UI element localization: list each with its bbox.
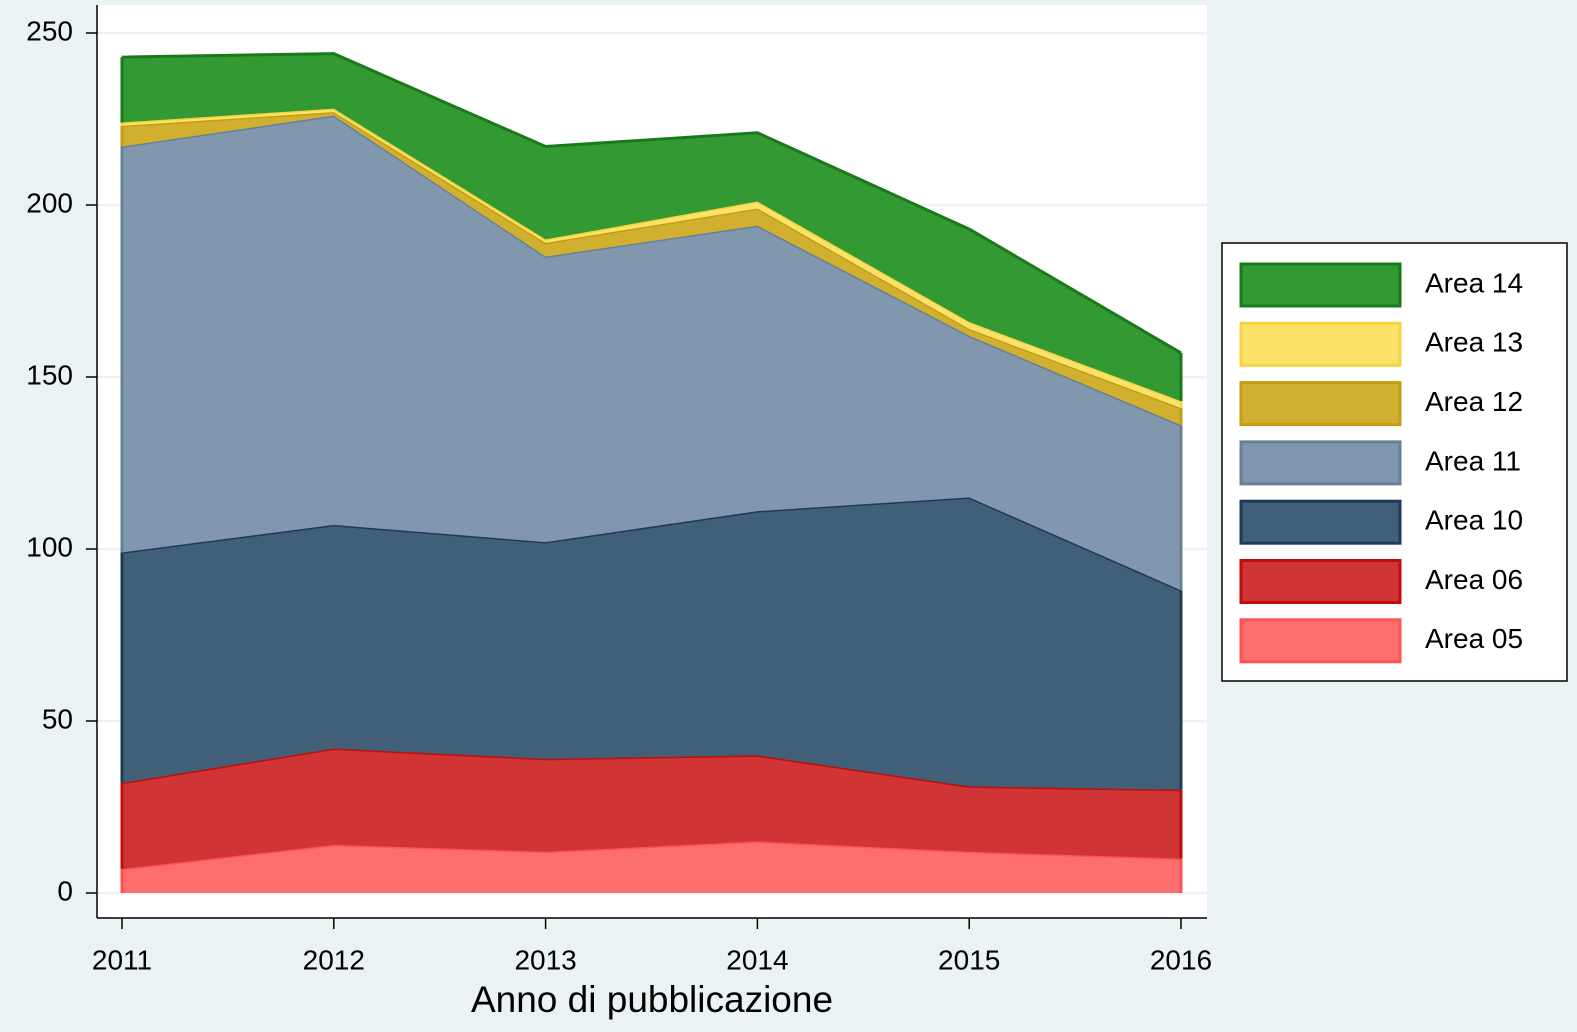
y-tick-label: 200 xyxy=(26,187,73,218)
y-tick-label: 0 xyxy=(57,875,73,906)
area xyxy=(122,53,1181,402)
legend-label: Area 12 xyxy=(1425,386,1523,417)
area xyxy=(122,115,1181,591)
area-edge xyxy=(121,495,1182,592)
area xyxy=(122,841,1181,893)
y-tick-label: 150 xyxy=(26,359,73,390)
legend-swatch xyxy=(1239,381,1402,427)
x-tick-label: 2015 xyxy=(938,944,1000,975)
x-tick-label: 2012 xyxy=(303,944,365,975)
legend-label: Area 06 xyxy=(1425,564,1523,595)
x-tick-label: 2016 xyxy=(1150,944,1212,975)
x-tick-label: 2011 xyxy=(92,944,152,975)
x-axis-title: Anno di pubblicazione xyxy=(471,979,833,1020)
x-tick-label: 2014 xyxy=(726,944,788,975)
legend-label: Area 13 xyxy=(1425,327,1523,358)
legend-swatch xyxy=(1239,618,1402,664)
legend-swatch xyxy=(1239,321,1402,367)
area xyxy=(122,497,1181,790)
legend-swatch xyxy=(1239,559,1402,604)
y-tick-label: 50 xyxy=(42,703,73,734)
legend-swatch xyxy=(1239,262,1402,308)
legend-swatch xyxy=(1239,499,1402,545)
legend-label: Area 11 xyxy=(1425,445,1521,476)
legend-label: Area 14 xyxy=(1425,267,1523,298)
y-tick-label: 250 xyxy=(26,15,73,46)
legend-label: Area 10 xyxy=(1425,505,1523,536)
y-tick-label: 100 xyxy=(26,531,73,562)
x-tick-label: 2013 xyxy=(514,944,576,975)
area-edge xyxy=(121,52,1182,355)
legend-label: Area 05 xyxy=(1425,623,1523,654)
legend-swatch xyxy=(1239,440,1402,486)
